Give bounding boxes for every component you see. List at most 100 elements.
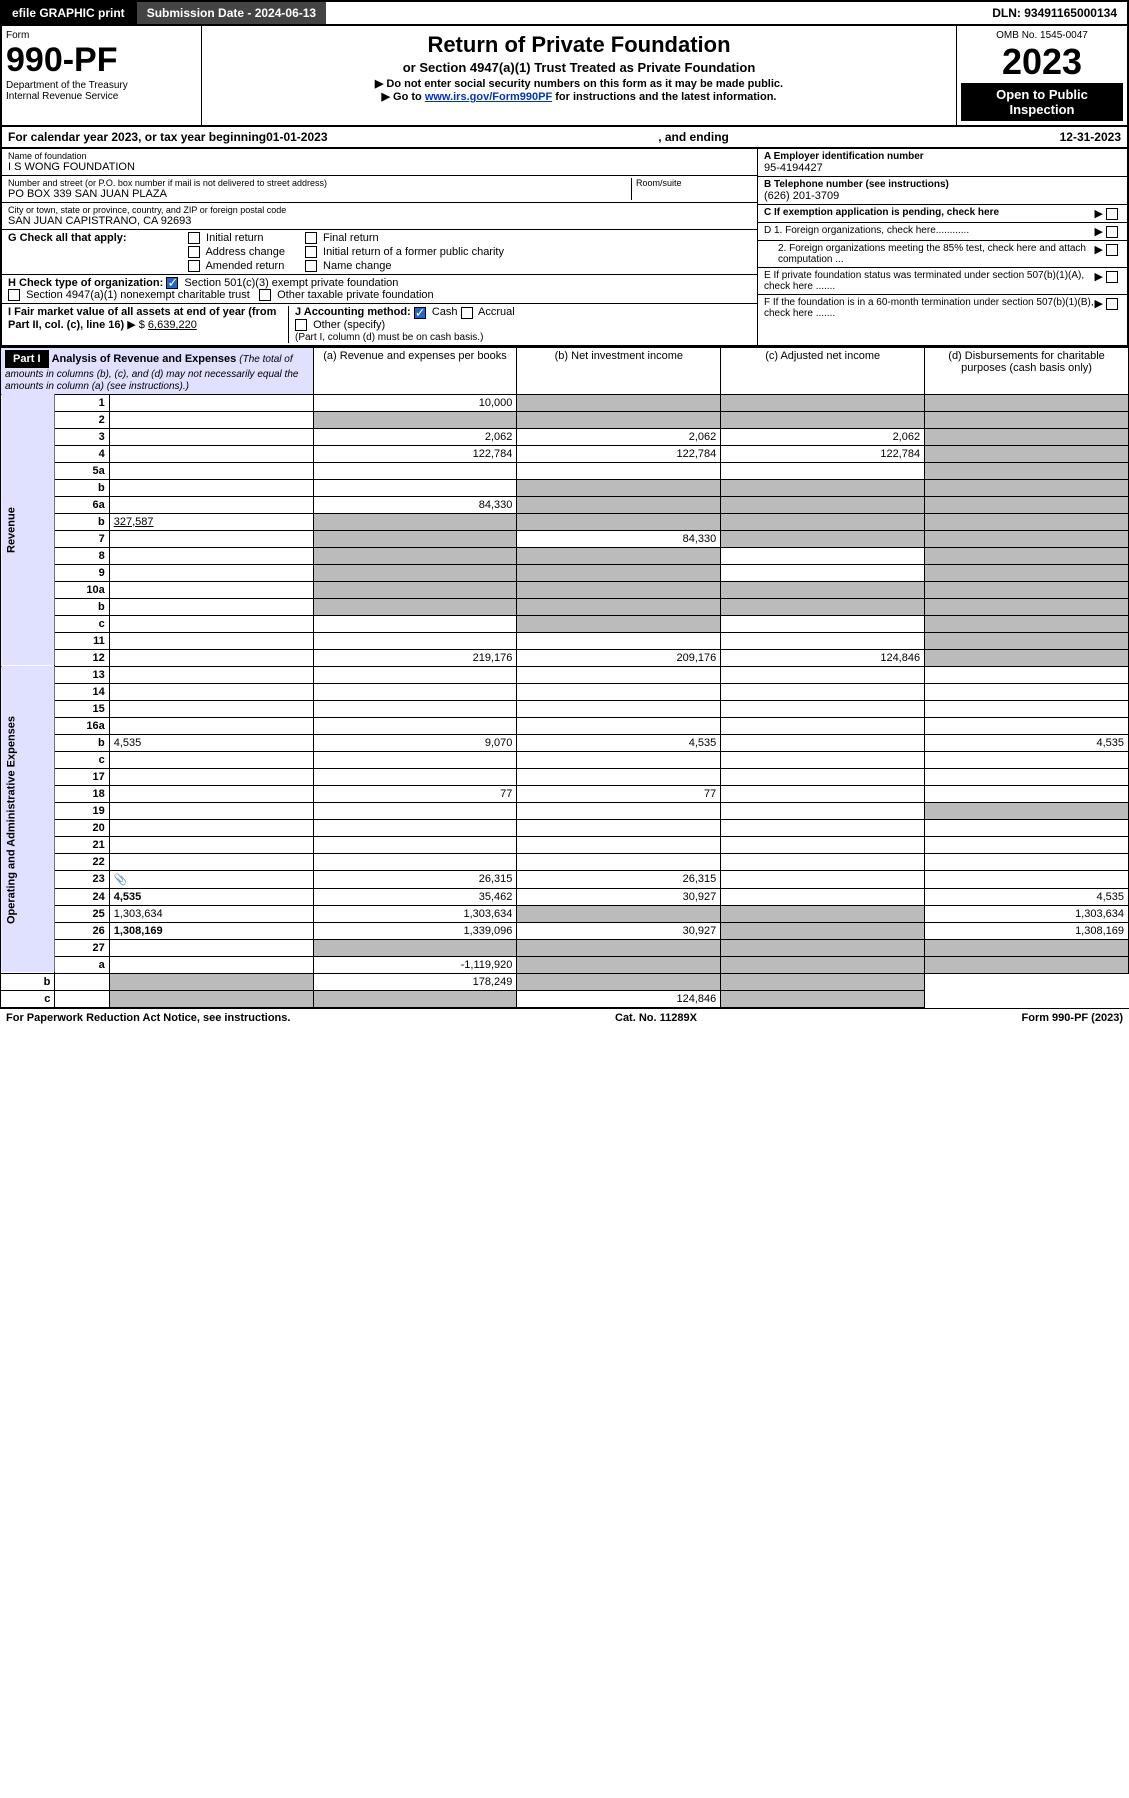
col-a-hdr: (a) Revenue and expenses per books — [313, 347, 517, 394]
j-cash-checkbox[interactable] — [414, 307, 426, 319]
col-c-hdr: (c) Adjusted net income — [721, 347, 925, 394]
table-row: 14 — [1, 683, 1129, 700]
cal-mid: , and ending — [328, 130, 1060, 144]
addr-label: Number and street (or P.O. box number if… — [8, 178, 631, 188]
table-row: 187777 — [1, 785, 1129, 802]
j-accrual-checkbox[interactable] — [461, 307, 473, 319]
table-row: b178,249 — [1, 973, 1129, 990]
d1-checkbox[interactable] — [1106, 226, 1118, 238]
tax-year: 2023 — [961, 41, 1123, 83]
table-row: 11 — [1, 632, 1129, 649]
table-row: a-1,119,920 — [1, 956, 1129, 973]
dln: DLN: 93491165000134 — [982, 2, 1127, 24]
ftr-mid: Cat. No. 11289X — [615, 1012, 697, 1024]
g-label: G Check all that apply: — [8, 232, 188, 272]
col-b-hdr: (b) Net investment income — [517, 347, 721, 394]
open-inspection: Open to Public Inspection — [961, 83, 1123, 121]
table-row: 16a — [1, 717, 1129, 734]
instr-2: Go to www.irs.gov/Form990PF for instruct… — [208, 90, 950, 103]
revenue-section: Revenue — [1, 394, 55, 666]
part1-title: Analysis of Revenue and Expenses — [52, 353, 237, 365]
table-row: 10a — [1, 581, 1129, 598]
h-4947-checkbox[interactable] — [8, 289, 20, 301]
form990pf-link[interactable]: www.irs.gov/Form990PF — [425, 91, 552, 103]
table-row: 5a — [1, 462, 1129, 479]
submission-date: Submission Date - 2024-06-13 — [137, 2, 326, 24]
foundation-name: I S WONG FOUNDATION — [8, 161, 751, 173]
table-row: 4122,784122,784122,784 — [1, 445, 1129, 462]
d1-label: D 1. Foreign organizations, check here..… — [764, 225, 1094, 238]
part1-header: Part I — [5, 350, 49, 368]
c-checkbox[interactable] — [1106, 208, 1118, 220]
j-note: (Part I, column (d) must be on cash basi… — [295, 332, 483, 343]
table-row: 261,308,1691,339,09630,9271,308,169 — [1, 922, 1129, 939]
table-row: Revenue110,000 — [1, 394, 1129, 411]
j-label: J Accounting method: — [295, 306, 411, 318]
table-row: 32,0622,0622,062 — [1, 428, 1129, 445]
irs: Internal Revenue Service — [6, 91, 197, 102]
ein: 95-4194427 — [764, 162, 1121, 174]
info-block: Name of foundation I S WONG FOUNDATION N… — [0, 149, 1129, 347]
table-row: b 327,587 — [1, 513, 1129, 530]
f-label: F If the foundation is in a 60-month ter… — [764, 297, 1094, 319]
table-row: b — [1, 598, 1129, 615]
instr2-post: for instructions and the latest informat… — [552, 91, 776, 103]
h-opt1: Section 501(c)(3) exempt private foundat… — [184, 277, 398, 289]
i-label: I Fair market value of all assets at end… — [8, 306, 276, 331]
g-checkbox-0[interactable] — [188, 232, 200, 244]
g-checkbox-5[interactable] — [305, 260, 317, 272]
table-row: 8 — [1, 547, 1129, 564]
c-label: C If exemption application is pending, c… — [764, 207, 1094, 220]
phone: (626) 201-3709 — [764, 190, 1121, 202]
cal-end: 12-31-2023 — [1060, 130, 1121, 144]
h-other-checkbox[interactable] — [259, 289, 271, 301]
table-row: 23📎 26,31526,315 — [1, 870, 1129, 888]
j-other: Other (specify) — [313, 319, 385, 331]
g-options: Initial return Final return Address chan… — [188, 232, 504, 272]
form-subtitle: or Section 4947(a)(1) Trust Treated as P… — [208, 60, 950, 75]
j-other-checkbox[interactable] — [295, 319, 307, 331]
j-accr: Accrual — [478, 306, 515, 318]
cal-begin: 01-01-2023 — [266, 130, 327, 144]
form-header: Form 990-PF Department of the Treasury I… — [0, 26, 1129, 127]
efile-button[interactable]: efile GRAPHIC print — [2, 2, 137, 24]
calendar-year-row: For calendar year 2023, or tax year begi… — [0, 127, 1129, 149]
i-value: 6,639,220 — [148, 319, 197, 331]
g-checkbox-2[interactable] — [188, 246, 200, 258]
table-row: c — [1, 615, 1129, 632]
d2-checkbox[interactable] — [1106, 244, 1118, 256]
cal-pre: For calendar year 2023, or tax year begi… — [8, 130, 266, 144]
table-row: 19 — [1, 802, 1129, 819]
h-opt3: Other taxable private foundation — [277, 289, 434, 301]
h-501c3-checkbox[interactable] — [166, 277, 178, 289]
room-label: Room/suite — [636, 178, 751, 188]
f-checkbox[interactable] — [1106, 298, 1118, 310]
dept: Department of the Treasury — [6, 80, 197, 91]
h-label: H Check type of organization: — [8, 277, 163, 289]
a-label: A Employer identification number — [764, 151, 1121, 162]
table-row: c — [1, 751, 1129, 768]
form-title: Return of Private Foundation — [208, 32, 950, 58]
city: SAN JUAN CAPISTRANO, CA 92693 — [8, 215, 751, 227]
instr-1: Do not enter social security numbers on … — [208, 77, 950, 90]
g-checkbox-3[interactable] — [305, 246, 317, 258]
table-row: 6a84,330 — [1, 496, 1129, 513]
ftr-right: Form 990-PF (2023) — [1022, 1012, 1123, 1024]
b-label: B Telephone number (see instructions) — [764, 179, 1121, 190]
table-row: 784,330 — [1, 530, 1129, 547]
g-checkbox-1[interactable] — [305, 232, 317, 244]
table-row: 20 — [1, 819, 1129, 836]
g-checkbox-4[interactable] — [188, 260, 200, 272]
ftr-left: For Paperwork Reduction Act Notice, see … — [6, 1012, 290, 1024]
expenses-section: Operating and Administrative Expenses — [1, 666, 55, 973]
e-checkbox[interactable] — [1106, 271, 1118, 283]
table-row: 27 — [1, 939, 1129, 956]
table-row: 9 — [1, 564, 1129, 581]
d2-label: 2. Foreign organizations meeting the 85%… — [764, 243, 1094, 265]
name-label: Name of foundation — [8, 151, 751, 161]
table-row: Operating and Administrative Expenses13 — [1, 666, 1129, 683]
table-row: 17 — [1, 768, 1129, 785]
footer: For Paperwork Reduction Act Notice, see … — [0, 1008, 1129, 1027]
table-row: 12219,176209,176124,846 — [1, 649, 1129, 666]
table-row: 22 — [1, 853, 1129, 870]
